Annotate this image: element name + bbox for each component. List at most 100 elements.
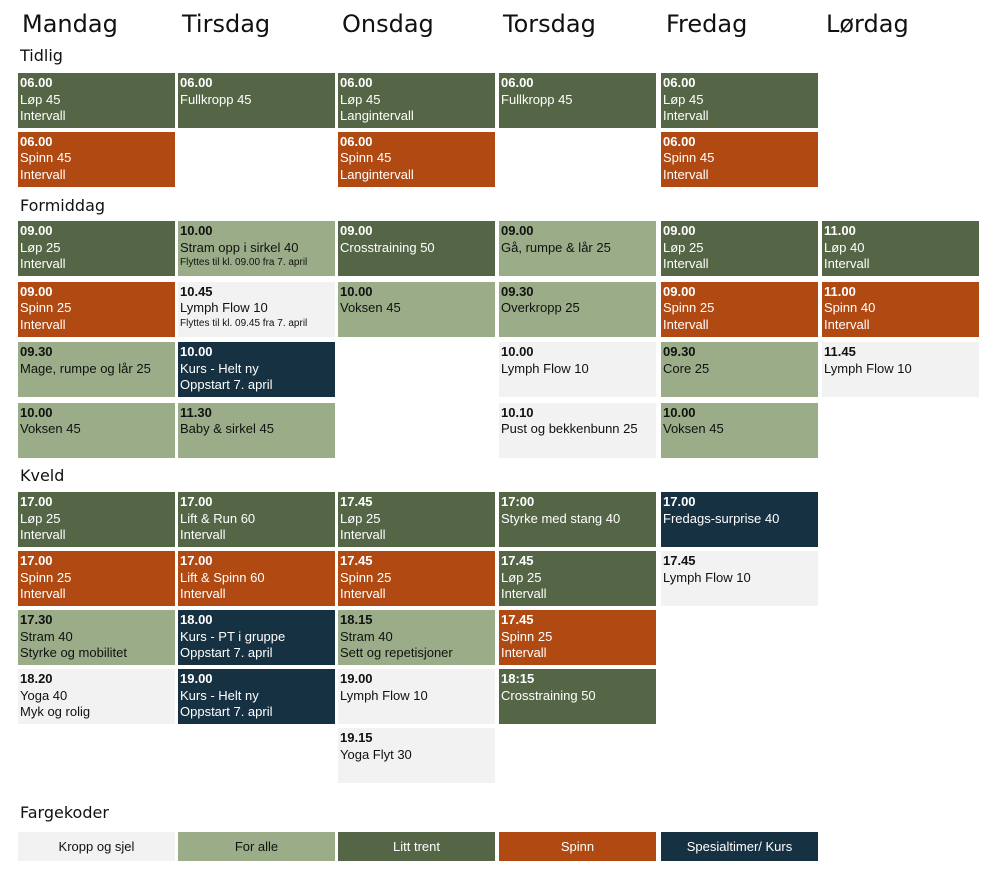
class-time: 09.30 xyxy=(20,344,53,359)
day-header-onsdag: Onsdag xyxy=(342,10,434,38)
class-time: 11.45 xyxy=(824,344,856,359)
class-slot[interactable]: 09.00 Løp 25 Intervall xyxy=(18,221,175,276)
class-slot[interactable]: 09.30 Mage, rumpe og lår 25 xyxy=(18,342,175,397)
class-slot[interactable]: 10.00 Kurs - Helt ny Oppstart 7. april xyxy=(178,342,335,397)
class-time: 11.00 xyxy=(824,223,856,238)
class-slot[interactable]: 17.45 Løp 25 Intervall xyxy=(499,551,656,606)
class-slot[interactable]: 10.00 Voksen 45 xyxy=(338,281,495,337)
class-slot[interactable]: 19.15 Yoga Flyt 30 xyxy=(338,728,495,783)
class-slot[interactable]: 06.00 Løp 45 Intervall xyxy=(18,73,175,128)
class-slot[interactable]: 06.00 Fullkropp 45 xyxy=(499,73,656,128)
class-slot[interactable]: 18.00 Kurs - PT i gruppe Oppstart 7. april xyxy=(178,610,335,665)
class-slot[interactable]: 17.45 Løp 25 Intervall xyxy=(338,492,495,547)
class-time: 18.15 xyxy=(340,612,373,627)
class-slot[interactable]: 11.30 Baby & sirkel 45 xyxy=(178,402,335,458)
class-slot[interactable]: 09.00 Løp 25 Intervall xyxy=(661,221,818,276)
class-time: 19.00 xyxy=(180,671,213,686)
class-line: Stram opp i sirkel 40 xyxy=(180,239,299,255)
class-line: Løp 25 xyxy=(20,239,61,255)
class-slot[interactable]: 06.00 Fullkropp 45 xyxy=(178,73,335,128)
class-slot[interactable]: 19.00 Lymph Flow 10 xyxy=(338,669,495,724)
class-slot[interactable]: 18.20 Yoga 40 Myk og rolig xyxy=(18,669,175,724)
class-line: Løp 45 xyxy=(663,91,704,107)
class-time: 09.00 xyxy=(20,223,53,238)
class-line: Løp 45 xyxy=(20,91,61,107)
class-slot[interactable]: 17.00 Fredags-surprise 40 xyxy=(661,492,818,547)
class-slot[interactable]: 17.00 Lift & Run 60 Intervall xyxy=(178,492,335,547)
class-slot[interactable]: 09.00 Gå, rumpe & lår 25 xyxy=(499,221,656,276)
class-line: Voksen 45 xyxy=(340,300,401,315)
section-label-tidlig: Tidlig xyxy=(20,46,63,65)
class-slot[interactable]: 09.00 Crosstraining 50 xyxy=(338,221,495,276)
legend-item-kurs: Spesialtimer/ Kurs xyxy=(661,832,818,861)
class-slot[interactable]: 11.00 Spinn 40 Intervall xyxy=(822,281,979,337)
class-time: 09.00 xyxy=(20,283,53,299)
class-slot[interactable]: 17:00 Styrke med stang 40 xyxy=(499,492,656,547)
class-time: 06.00 xyxy=(180,75,213,90)
class-time: 17.45 xyxy=(501,553,534,568)
class-slot[interactable]: 10.00 Voksen 45 xyxy=(661,402,818,458)
class-slot[interactable]: 10.00 Voksen 45 xyxy=(18,402,175,458)
class-slot[interactable]: 18.15 Stram 40 Sett og repetisjoner xyxy=(338,610,495,665)
class-slot[interactable]: 17.00 Spinn 25 Intervall xyxy=(18,551,175,606)
class-line: Løp 25 xyxy=(20,510,61,526)
class-time: 18.20 xyxy=(20,671,53,686)
section-label-formiddag: Formiddag xyxy=(20,196,106,215)
class-slot[interactable]: 19.00 Kurs - Helt ny Oppstart 7. april xyxy=(178,669,335,724)
class-line: Myk og rolig xyxy=(20,704,91,719)
class-slot[interactable]: 17.45 Lymph Flow 10 xyxy=(661,551,818,606)
class-time: 10.00 xyxy=(180,344,213,359)
class-slot[interactable]: 06.00 Løp 45 Intervall xyxy=(661,73,818,128)
class-slot[interactable]: 09.30 Core 25 xyxy=(661,342,818,397)
class-line: Lymph Flow 10 xyxy=(340,687,428,703)
class-slot[interactable]: 06.00 Løp 45 Langintervall xyxy=(338,73,495,128)
class-time: 10.00 xyxy=(340,283,373,299)
class-time: 10.00 xyxy=(663,404,696,420)
class-line: Fullkropp 45 xyxy=(501,91,573,107)
class-slot[interactable]: 10.45 Lymph Flow 10 Flyttes til kl. 09.45 … xyxy=(178,281,335,337)
class-line: Yoga Flyt 30 xyxy=(340,746,412,762)
legend-item-kropp: Kropp og sjel xyxy=(18,832,175,861)
class-line: Langintervall xyxy=(340,166,414,182)
class-slot[interactable]: 09.00 Spinn 25 Intervall xyxy=(18,281,175,337)
class-line: Spinn 25 xyxy=(20,300,72,315)
class-line: Oppstart 7. april xyxy=(180,645,273,660)
class-slot[interactable]: 06.00 Spinn 45 Langintervall xyxy=(338,131,495,187)
class-line: Intervall xyxy=(340,527,386,542)
class-slot[interactable]: 06.00 Spinn 45 Intervall xyxy=(661,131,818,187)
class-slot[interactable]: 17.45 Spinn 25 Intervall xyxy=(499,610,656,665)
class-slot[interactable]: 17.00 Løp 25 Intervall xyxy=(18,492,175,547)
class-slot[interactable]: 11.45 Lymph Flow 10 xyxy=(822,342,979,397)
class-line: Lift & Run 60 xyxy=(180,510,256,526)
class-time: 10.10 xyxy=(501,404,534,420)
class-line: Intervall xyxy=(663,166,709,182)
class-slot[interactable]: 11.00 Løp 40 Intervall xyxy=(822,221,979,276)
class-slot[interactable]: 18:15 Crosstraining 50 xyxy=(499,669,656,724)
class-time: 06.00 xyxy=(20,75,53,90)
class-time: 10.00 xyxy=(20,404,53,420)
class-time: 17.00 xyxy=(20,553,53,568)
class-slot[interactable]: 09.30 Overkropp 25 xyxy=(499,281,656,337)
class-slot[interactable]: 06.00 Spinn 45 Intervall xyxy=(18,131,175,187)
class-slot[interactable]: 17.00 Lift & Spinn 60 Intervall xyxy=(178,551,335,606)
class-line: Stram 40 xyxy=(340,628,393,644)
class-slot[interactable]: 10.10 Pust og bekkenbunn 25 xyxy=(499,402,656,458)
class-line: Intervall xyxy=(663,256,709,271)
class-slot[interactable]: 17.45 Spinn 25 Intervall xyxy=(338,551,495,606)
class-line: Spinn 40 xyxy=(824,300,876,315)
class-slot[interactable]: 10.00 Lymph Flow 10 xyxy=(499,342,656,397)
class-slot[interactable]: 17.30 Stram 40 Styrke og mobilitet xyxy=(18,610,175,665)
class-slot[interactable]: 10.00 Stram opp i sirkel 40 Flyttes til kl… xyxy=(178,221,335,276)
class-line: Yoga 40 xyxy=(20,687,68,703)
class-time: 06.00 xyxy=(340,133,373,149)
class-line: Intervall xyxy=(501,645,547,660)
class-slot[interactable]: 09.00 Spinn 25 Intervall xyxy=(661,281,818,337)
class-time: 17.45 xyxy=(340,494,373,509)
class-line: Lift & Spinn 60 xyxy=(180,569,265,585)
class-time: 17.30 xyxy=(20,612,53,627)
class-time: 10.00 xyxy=(501,344,534,359)
class-line: Intervall xyxy=(20,108,66,123)
section-label-kveld: Kveld xyxy=(20,466,65,485)
class-line: Crosstraining 50 xyxy=(501,687,596,703)
class-line: Baby & sirkel 45 xyxy=(180,421,274,436)
